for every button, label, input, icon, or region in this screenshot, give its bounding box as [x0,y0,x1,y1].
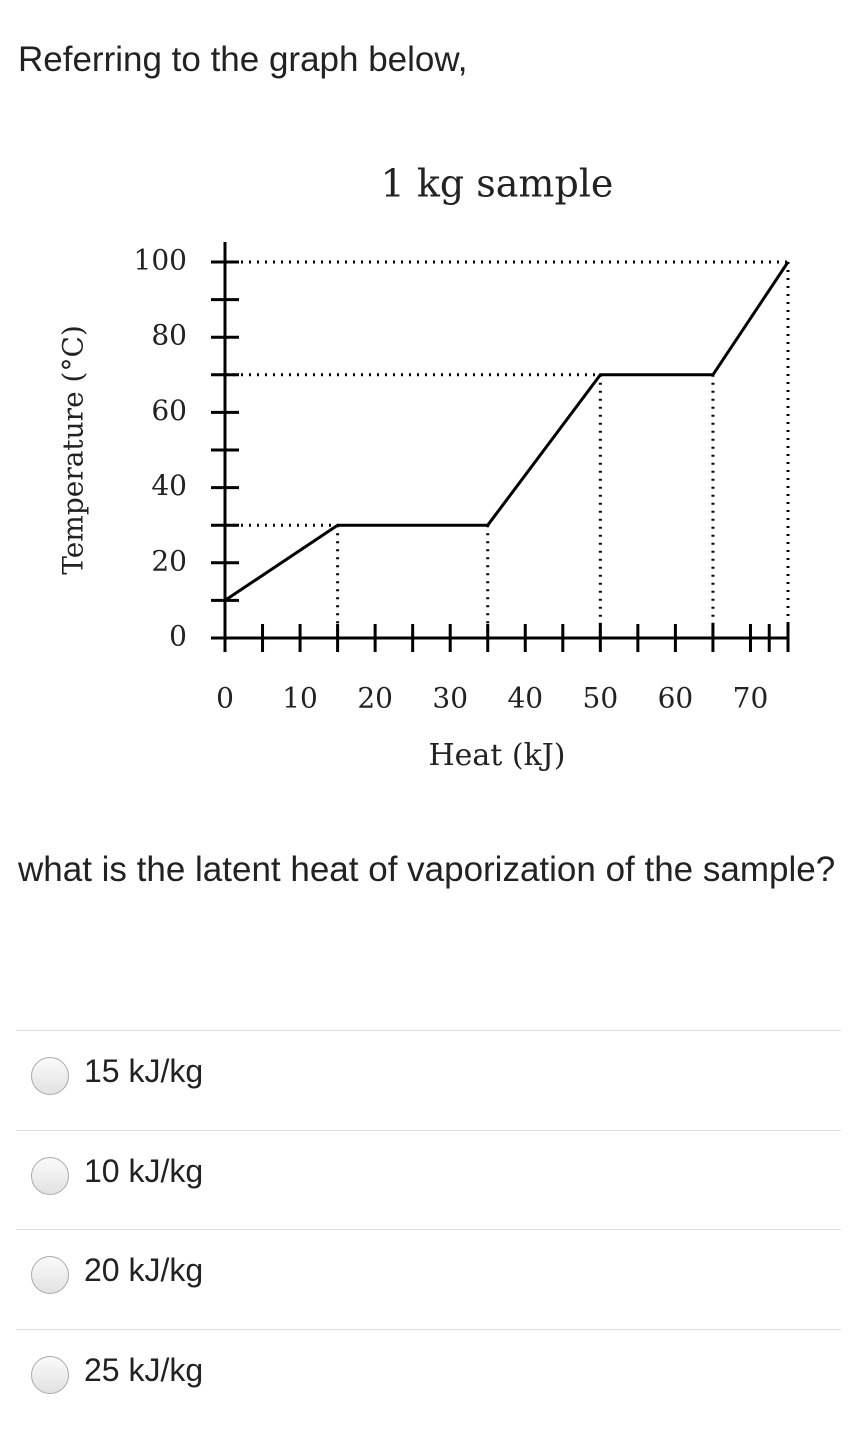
y-tick-label: 0 [169,620,187,653]
x-tick-label: 20 [357,682,393,715]
y-axis-label: Temperature (°C) [57,325,90,575]
y-tick-label: 100 [134,244,187,277]
y-tick-label: 60 [151,394,187,427]
data-line [224,261,790,602]
x-tick-label: 40 [507,682,543,715]
chart: 1 kg sample Heat (kJ) Temperature (°C) 0… [57,162,790,773]
radio-button[interactable] [31,1057,69,1095]
question-prompt: what is the latent heat of vaporization … [18,850,836,889]
x-tick-label: 10 [282,682,318,715]
y-tick-label: 80 [151,319,187,352]
option[interactable]: 20 kJ/kg [16,1229,841,1329]
option-label[interactable]: 25 kJ/kg [84,1351,204,1388]
radio-button[interactable] [31,1355,69,1394]
chart-title: 1 kg sample [381,162,614,206]
x-tick-label: 70 [733,682,769,715]
x-tick-label: 0 [216,682,234,715]
radio-button[interactable] [31,1156,69,1195]
x-tick-label: 50 [583,682,619,715]
question-intro: Referring to the graph below, [18,40,468,79]
option-label[interactable]: 10 kJ/kg [84,1152,204,1189]
option[interactable]: 10 kJ/kg [16,1129,841,1230]
option-label[interactable]: 20 kJ/kg [84,1252,204,1288]
option-label[interactable]: 15 kJ/kg [84,1053,204,1089]
y-tick-label: 40 [151,469,187,502]
option[interactable]: 15 kJ/kg [16,1030,841,1130]
option[interactable]: 25 kJ/kg [16,1328,841,1429]
x-tick-label: 60 [658,682,694,715]
x-axis-label: Heat (kJ) [428,738,565,773]
y-tick-label: 20 [151,544,187,577]
x-tick-label: 30 [432,682,468,715]
radio-button[interactable] [31,1256,69,1294]
